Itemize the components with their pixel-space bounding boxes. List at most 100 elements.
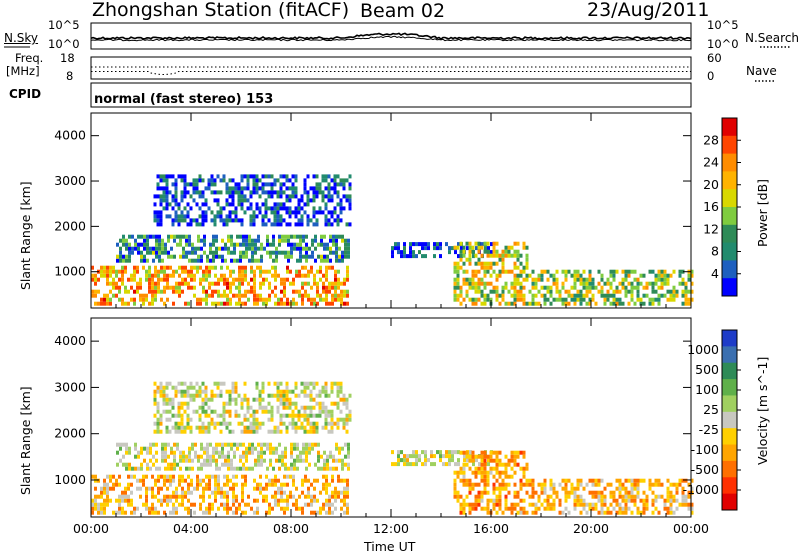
power-cell (229, 269, 232, 274)
power-cell (549, 293, 553, 298)
velocity-cell (576, 494, 580, 499)
velocity-cell (210, 409, 214, 414)
velocity-cell (169, 498, 172, 503)
power-cell (570, 285, 574, 290)
power-cell (246, 178, 250, 183)
power-cell (483, 293, 487, 298)
power-cell (293, 242, 296, 247)
power-cell (474, 261, 478, 266)
velocity-cell (489, 458, 493, 463)
velocity-cell (606, 510, 610, 515)
velocity-cell (172, 478, 175, 483)
velocity-cell (474, 466, 478, 471)
power-cell (169, 285, 172, 290)
power-cell (97, 289, 100, 294)
power-cell (284, 234, 287, 239)
velocity-cell (516, 502, 520, 507)
station-title: Zhongshan Station (fitACF) (92, 0, 350, 21)
velocity-cell (306, 381, 310, 386)
velocity-cell (188, 450, 191, 455)
velocity-cell (199, 502, 202, 507)
power-cell (319, 265, 322, 270)
power-cell (633, 301, 637, 306)
power-cell (291, 182, 295, 187)
velocity-cell (160, 474, 163, 479)
velocity-cell (294, 413, 298, 418)
power-cell (229, 297, 232, 302)
power-cell (537, 273, 541, 278)
velocity-cell (591, 494, 595, 499)
velocity-cell (263, 450, 266, 455)
power-cell (290, 250, 293, 255)
power-cell (501, 285, 505, 290)
power-cell (588, 289, 592, 294)
velocity-cell (322, 506, 325, 511)
velocity-cell (495, 478, 499, 483)
power-cell (174, 186, 178, 191)
power-cell (335, 242, 338, 247)
power-cell (217, 289, 220, 294)
power-cell (504, 249, 508, 254)
velocity-cell (687, 506, 691, 511)
velocity-cell (600, 478, 604, 483)
velocity-cell (552, 486, 556, 491)
velocity-cell (597, 490, 601, 495)
velocity-cell (224, 458, 227, 463)
velocity-cell (207, 425, 211, 430)
power-cell (558, 297, 562, 302)
velocity-cell (226, 482, 229, 487)
velocity-cell (198, 405, 202, 410)
velocity-cell (339, 409, 343, 414)
power-cell (274, 277, 277, 282)
velocity-cell (271, 506, 274, 511)
power-cell (347, 254, 350, 259)
power-cell (161, 250, 164, 255)
velocity-cell (681, 478, 685, 483)
velocity-cell (312, 429, 316, 434)
velocity-cell (235, 474, 238, 479)
velocity-cell (675, 498, 679, 503)
power-cell (456, 281, 460, 286)
power-cell (162, 174, 166, 179)
power-cell (168, 202, 172, 207)
velocity-cell (672, 482, 676, 487)
power-colorbar-swatch (722, 242, 737, 261)
power-cell (477, 261, 481, 266)
velocity-cell (540, 486, 544, 491)
power-cell (234, 186, 238, 191)
velocity-cell (177, 421, 181, 426)
power-cell (171, 182, 175, 187)
power-cell (462, 277, 466, 282)
power-cell (270, 210, 274, 215)
velocity-cell (624, 506, 628, 511)
power-cell (183, 178, 187, 183)
velocity-cell (184, 494, 187, 499)
velocity-cell (243, 425, 247, 430)
velocity-cell (159, 389, 163, 394)
velocity-cell (347, 450, 350, 455)
power-cell (128, 242, 131, 247)
power-cell (293, 234, 296, 239)
velocity-cell (215, 462, 218, 467)
velocity-cell (258, 393, 262, 398)
power-cell (159, 198, 163, 203)
power-cell (678, 281, 682, 286)
velocity-cell (483, 458, 487, 463)
power-cell (333, 182, 337, 187)
velocity-cell (309, 429, 313, 434)
velocity-cell (291, 417, 295, 422)
velocity-cell (477, 494, 481, 499)
velocity-cell (582, 502, 586, 507)
velocity-cell (118, 494, 121, 499)
velocity-cell (257, 454, 260, 459)
power-cell (252, 222, 256, 227)
power-cell (477, 269, 481, 274)
velocity-cell (290, 454, 293, 459)
velocity-cell (177, 429, 181, 434)
velocity-cell (675, 486, 679, 491)
power-cell (232, 269, 235, 274)
power-cell (324, 174, 328, 179)
velocity-cell (483, 462, 487, 467)
power-cell (316, 269, 319, 274)
power-cell (145, 277, 148, 282)
